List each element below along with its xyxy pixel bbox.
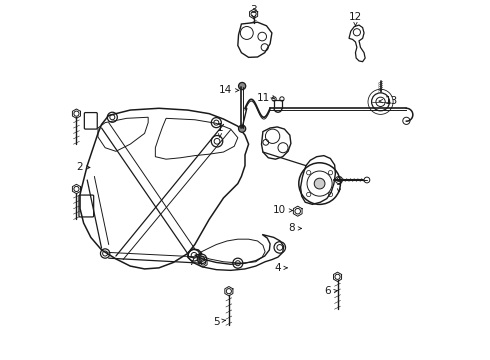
Text: 13: 13	[385, 96, 398, 106]
Text: 7: 7	[188, 257, 195, 267]
Text: 8: 8	[289, 224, 295, 233]
Circle shape	[239, 125, 245, 132]
Text: 9: 9	[336, 177, 343, 187]
Circle shape	[239, 82, 245, 90]
Text: 10: 10	[273, 206, 286, 216]
Text: 14: 14	[219, 85, 232, 95]
Text: 11: 11	[257, 93, 270, 103]
Text: 1: 1	[217, 123, 223, 134]
Circle shape	[314, 178, 325, 189]
Text: 12: 12	[349, 12, 362, 22]
Text: 5: 5	[213, 317, 220, 327]
Text: 4: 4	[274, 263, 281, 273]
Text: 6: 6	[324, 286, 331, 296]
Text: 2: 2	[76, 162, 83, 172]
Text: 3: 3	[251, 5, 257, 15]
